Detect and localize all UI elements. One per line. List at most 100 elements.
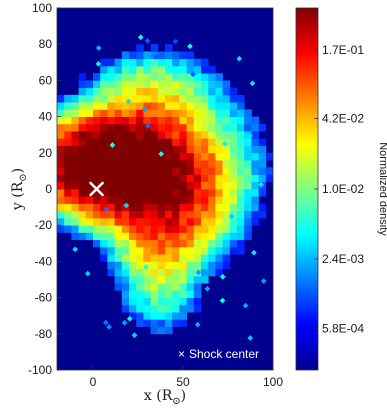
heatmap-cell [143,217,151,226]
heatmap-cell [237,203,245,212]
heatmap-cell [64,160,72,168]
heatmap-cell [129,283,137,291]
heatmap-cell [71,181,79,190]
heatmap-cell [193,304,202,313]
heatmap-cell [201,217,209,226]
heatmap-cell [229,167,238,175]
heatmap-cell [150,261,159,270]
heatmap-cell [136,131,144,139]
heatmap-cell [201,167,209,175]
legend: × Shock center [178,347,259,361]
heatmap-cell [71,123,79,132]
heatmap-cell [85,80,94,89]
heatmap-cell [85,138,94,146]
heatmap-cell [229,217,238,226]
heatmap-cell [57,123,65,132]
heatmap-cell [244,167,252,175]
heatmap-cell [93,160,101,168]
heatmap-cell [251,160,259,168]
heatmap-cell [237,189,245,197]
heatmap-cell [121,160,130,168]
heatmap-cell [201,145,209,154]
heatmap-cell [193,239,202,248]
heatmap-cell [237,109,245,117]
heatmap-cell [186,94,195,103]
heatmap-speckle [109,142,116,148]
heatmap-cell [215,109,223,117]
heatmap-cell [57,116,65,125]
heatmap-cell [93,145,101,154]
heatmap-cell [157,174,166,183]
heatmap-cell [157,65,166,74]
heatmap-cell [186,268,195,277]
heatmap-cell [129,102,137,110]
heatmap-cell [100,131,108,139]
colorbar-tick-label: 1.7E-01 [322,43,364,57]
heatmap-cell [143,87,151,96]
heatmap-cell [136,174,144,183]
heatmap-cell [258,160,267,168]
heatmap-cell [215,73,223,81]
heatmap-cell [157,225,166,233]
heatmap-cell [64,181,72,190]
heatmap-cell [165,102,173,110]
heatmap-cell [157,217,166,226]
heatmap-cell [150,160,159,168]
heatmap-cell [237,217,245,226]
heatmap-cell [121,65,130,74]
heatmap-cell [172,73,180,81]
heatmap-cell [165,181,173,190]
heatmap-cell [143,65,151,74]
heatmap-cell [157,261,166,270]
heatmap-cell [150,254,159,262]
heatmap-cell [64,189,72,197]
heatmap-cell [93,87,101,96]
heatmap-cell [215,131,223,139]
heatmap-cell [208,167,216,175]
heatmap-cell [107,116,115,125]
heatmap-cell [150,51,159,60]
heatmap-cell [121,145,130,154]
heatmap-cell [222,254,231,262]
heatmap-cell [157,160,166,168]
heatmap-cell [193,254,202,262]
heatmap-cell [208,181,216,190]
heatmap-cell [136,51,144,60]
heatmap-cell [136,44,144,52]
heatmap-cell [201,160,209,168]
heatmap-cell [100,217,108,226]
heatmap-cell [150,109,159,117]
heatmap-cell [121,304,130,313]
heatmap-cell [129,196,137,204]
heatmap-cell [179,261,187,270]
heatmap-cell [78,189,87,197]
heatmap-cell [129,138,137,146]
heatmap-cell [157,189,166,197]
heatmap-cell [93,138,101,146]
heatmap-cell [222,152,231,161]
heatmap-cell [208,210,216,219]
heatmap-cell [85,225,94,233]
heatmap-cell [71,109,79,117]
heatmap-cell [157,123,166,132]
heatmap-cell [85,203,94,212]
heatmap-cell [193,152,202,161]
heatmap-cell [107,268,115,277]
heatmap-cell [179,319,187,327]
heatmap-cell [172,290,180,298]
heatmap-cell [136,239,144,248]
heatmap-cell [229,232,238,241]
heatmap-cell [64,131,72,139]
heatmap-cell [157,210,166,219]
heatmap-cell [85,189,94,197]
heatmap-cell [143,203,151,212]
heatmap-cell [121,210,130,219]
heatmap-speckle [195,269,202,276]
heatmap-cell [157,304,166,313]
heatmap-cell [78,232,87,241]
heatmap-cell [121,232,130,241]
heatmap-speckle [95,45,102,51]
y-tick-label: 20 [39,146,53,160]
heatmap-cell [208,116,216,125]
heatmap-cell [64,174,72,183]
